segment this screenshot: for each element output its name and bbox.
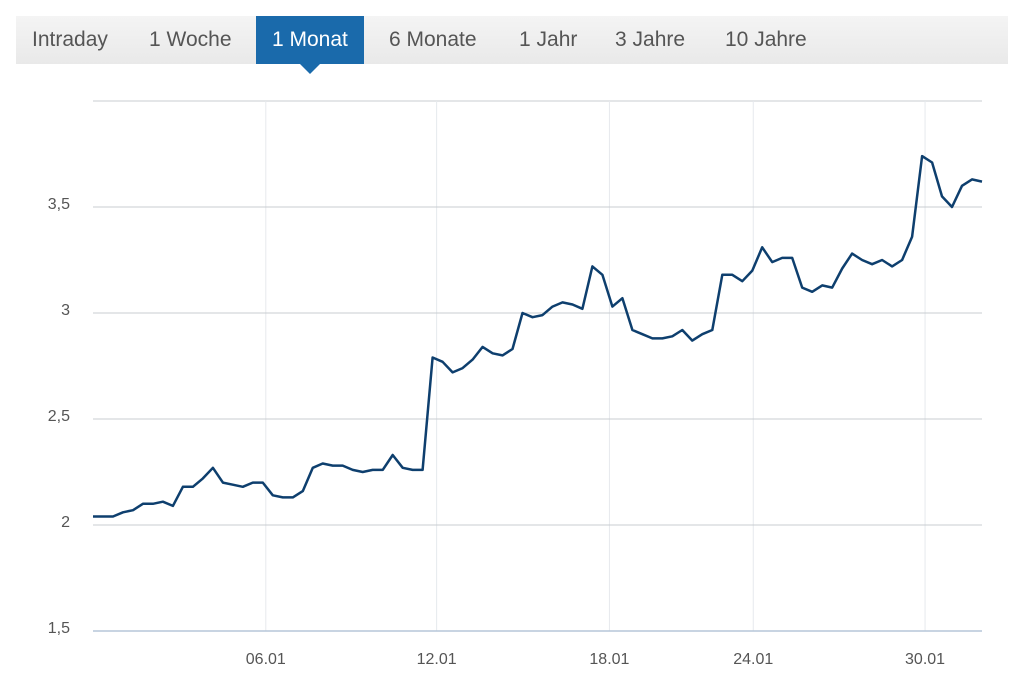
range-tab[interactable]: 3 Jahre [615,28,686,51]
y-tick-label: 3,5 [48,196,70,213]
x-tick-label: 30.01 [905,651,945,668]
range-tab[interactable]: 10 Jahre [725,28,807,51]
range-tab[interactable]: 6 Monate [389,28,477,51]
tab-bar: Intraday 1 Woche 1 Monat 6 Monate 1 Jahr 3 Ja… [16,16,1008,74]
range-tab[interactable]: 1 Monat [256,16,364,74]
x-tick-label: 06.01 [246,651,286,668]
y-tick-label: 2,5 [48,408,70,425]
y-tick-label: 2 [61,514,70,531]
range-tab[interactable]: Intraday [32,28,108,51]
x-tick-label: 18.01 [589,651,629,668]
x-tick-label: 24.01 [733,651,773,668]
range-tab[interactable]: 1 Woche [149,28,232,51]
y-tick-label: 3 [61,302,70,319]
y-tick-label: 1,5 [48,620,70,637]
x-tick-label: 12.01 [417,651,457,668]
range-tab[interactable]: 1 Jahr [519,28,578,51]
price-line [93,154,983,518]
